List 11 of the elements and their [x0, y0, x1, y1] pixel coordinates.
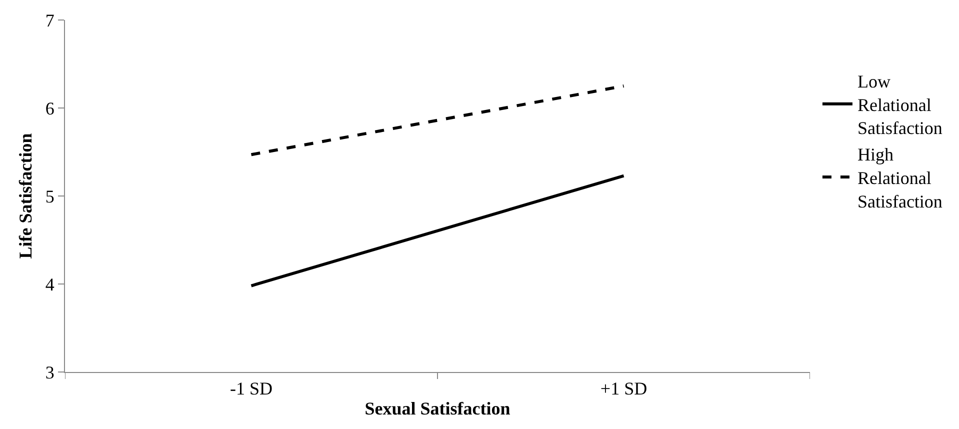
x-tick-label: +1 SD	[600, 378, 648, 399]
x-axis-title: Sexual Satisfaction	[364, 398, 510, 419]
y-tick-label: 5	[45, 186, 54, 206]
y-tick-label: 6	[45, 98, 54, 118]
x-tick-label: -1 SD	[230, 378, 273, 399]
y-tick-label: 7	[45, 10, 54, 30]
y-axis-title: Life Satisfaction	[16, 133, 36, 259]
y-tick-label: 3	[45, 362, 54, 382]
y-tick-label: 4	[45, 274, 54, 294]
legend-label: High Relational Satisfaction	[857, 144, 942, 212]
legend-label: Low Relational Satisfaction	[857, 71, 942, 138]
